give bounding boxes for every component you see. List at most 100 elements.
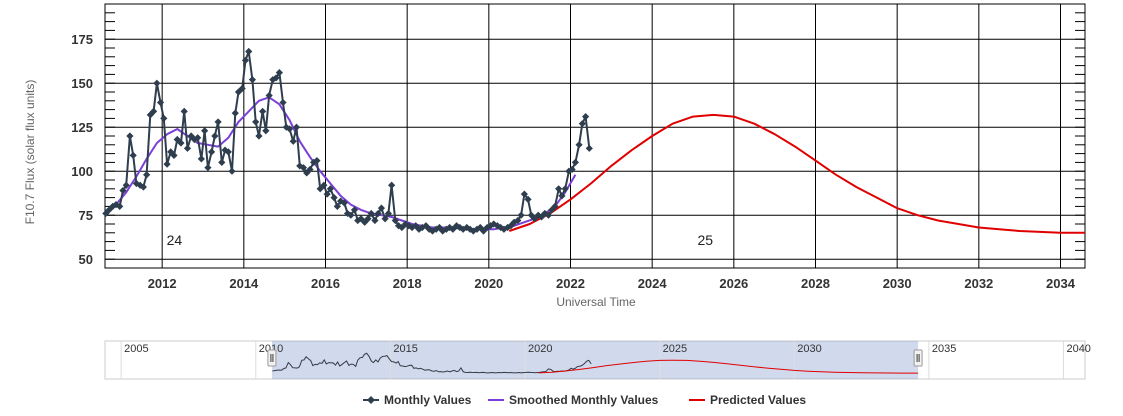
monthly-value-point [296,162,304,170]
monthly-value-point [272,74,280,82]
monthly-value-point [279,98,287,107]
monthly-value-point [418,223,426,232]
monthly-value-point [415,225,423,233]
x-tick-label: 2032 [964,276,993,291]
x-tick-label: 2028 [801,276,830,291]
x-tick-label: 2018 [393,276,422,291]
monthly-value-point [238,84,246,93]
y-axis-title: F10.7 Flux (solar flux units) [23,80,37,225]
monthly-value-point [340,199,348,207]
monthly-value-point [347,211,355,219]
monthly-value-point [265,91,273,100]
monthly-value-point [504,223,512,232]
monthly-value-point [364,215,372,223]
monthly-value-point [371,216,379,225]
monthly-value-point [558,192,566,200]
y-tick-label: 175 [71,32,93,47]
monthly-value-point [551,202,559,210]
monthly-value-point [153,79,161,87]
monthly-value-point [507,222,515,230]
monthly-value-point [282,123,290,131]
navigator[interactable]: 2005 2010 2015 2020 2025 2030 2035 2040 [104,340,1091,380]
monthly-value-point [262,127,270,135]
navigator-right-handle[interactable] [913,349,923,367]
monthly-value-point [116,202,124,210]
monthly-value-point [170,151,178,159]
monthly-value-point [275,69,283,77]
monthly-value-point [374,209,382,218]
monthly-value-point [126,132,134,140]
monthly-value-point [211,132,219,140]
navigator-predicted-line [538,359,919,374]
monthly-value-point [473,225,481,233]
monthly-value-point [214,118,222,126]
monthly-value-point [357,215,365,223]
monthly-value-point [163,160,171,168]
monthly-value-point [255,132,263,140]
monthly-value-point [228,167,236,175]
monthly-value-point [388,181,396,189]
monthly-value-point [292,123,301,131]
monthly-value-point [412,222,420,230]
monthly-value-point [224,148,232,156]
monthly-value-point [323,190,331,198]
monthly-value-point [476,223,484,232]
legend-item-smoothed-monthly-values[interactable]: Smoothed Monthly Values [488,393,659,407]
x-tick-label: 2026 [719,276,748,291]
monthly-value-point [530,215,539,223]
monthly-value-point [377,204,386,212]
monthly-value-point [446,223,454,232]
navigator-year-label: 2010 [259,343,283,355]
monthly-value-point [241,56,250,64]
monthly-value-point [306,165,314,174]
monthly-value-point [497,223,505,232]
monthly-value-point [180,107,188,115]
navigator-year-label: 2025 [663,343,687,355]
x-tick-label: 2024 [638,276,668,291]
legend-item-predicted-values[interactable]: Predicted Values [689,393,806,407]
monthly-value-point [384,209,392,218]
legend-marker [367,396,375,404]
series-layer [102,47,1085,235]
plot-frame [104,3,1086,269]
monthly-value-point [524,195,532,203]
navigator-year-label: 2035 [932,343,956,355]
monthly-value-point [565,167,573,175]
predicted-values-line [508,113,1085,234]
cycle-label: 25 [697,232,713,248]
legend-item-monthly-values[interactable]: Monthly Values [363,393,472,407]
axis-layer: F10.7 Flux (solar flux units) Universal … [23,32,1076,309]
x-tick-label: 2012 [148,276,177,291]
monthly-value-point [234,88,243,96]
monthly-value-point [578,120,586,128]
monthly-value-point [156,98,165,107]
monthly-value-point [350,206,359,214]
y-tick-label: 100 [71,164,93,179]
monthly-value-point [139,183,147,191]
monthly-value-point [435,223,444,232]
monthly-value-point [544,211,553,219]
navigator-year-label: 2040 [1066,343,1090,355]
legend-label: Monthly Values [384,393,472,407]
monthly-value-point [197,155,205,163]
x-tick-label: 2030 [883,276,912,291]
legend-label: Smoothed Monthly Values [509,393,659,407]
monthly-value-point [330,194,338,202]
navigator-left-handle[interactable] [267,349,277,367]
monthly-value-point [160,114,168,122]
monthly-value-point [326,185,334,193]
y-tick-label: 125 [71,120,93,135]
monthly-value-point [122,181,130,189]
monthly-value-point [405,222,413,230]
y-tick-label: 50 [79,252,93,267]
legend-label: Predicted Values [710,393,806,407]
monthly-value-point [514,216,522,225]
monthly-value-point [391,216,399,225]
navigator-year-label: 2005 [124,343,148,355]
monthly-value-point [381,215,389,223]
x-tick-label: 2022 [556,276,585,291]
navigator-year-label: 2030 [797,343,821,355]
monthly-value-point [252,118,260,126]
monthly-value-point [119,186,127,195]
